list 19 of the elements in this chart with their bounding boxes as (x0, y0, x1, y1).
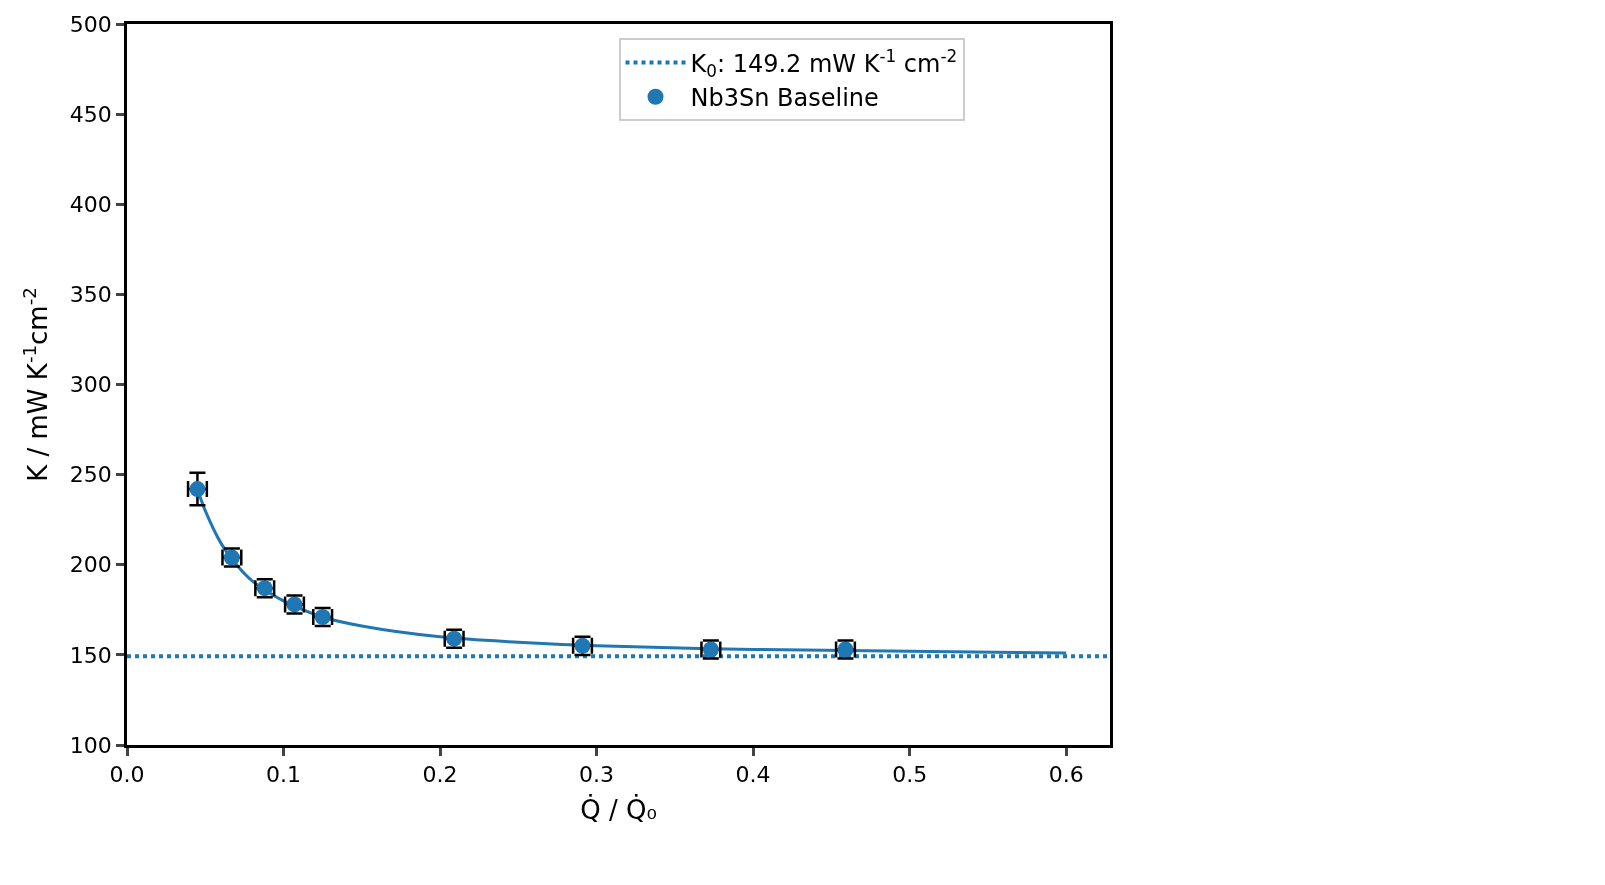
y-tick-label: 400 (69, 191, 112, 217)
y-tick-label: 150 (69, 642, 112, 668)
y-tick-label: 500 (69, 11, 112, 37)
x-tick-label: 0.0 (109, 762, 145, 788)
y-tick-label: 450 (69, 101, 112, 127)
x-tick-label: 0.6 (1048, 762, 1084, 788)
legend-label: K$_{0}$: 149.2 mW K$^{-1}$ cm$^{-2}$ (690, 45, 958, 81)
x-tick-label: 0.4 (735, 762, 771, 788)
y-tick-label: 250 (69, 462, 112, 488)
legend-label: Nb3Sn Baseline (690, 84, 879, 113)
x-axis-title: Q̇ / Q̇₀ (580, 794, 657, 825)
x-tick-label: 0.5 (892, 762, 928, 788)
x-tick-label: 0.3 (579, 762, 615, 788)
x-tick-label: 0.1 (266, 762, 302, 788)
x-tick-label: 0.2 (422, 762, 458, 788)
y-tick-label: 200 (69, 552, 112, 578)
y-tick-label: 300 (69, 372, 112, 398)
y-tick-label: 100 (69, 732, 112, 758)
y-tick-label: 350 (69, 282, 112, 308)
